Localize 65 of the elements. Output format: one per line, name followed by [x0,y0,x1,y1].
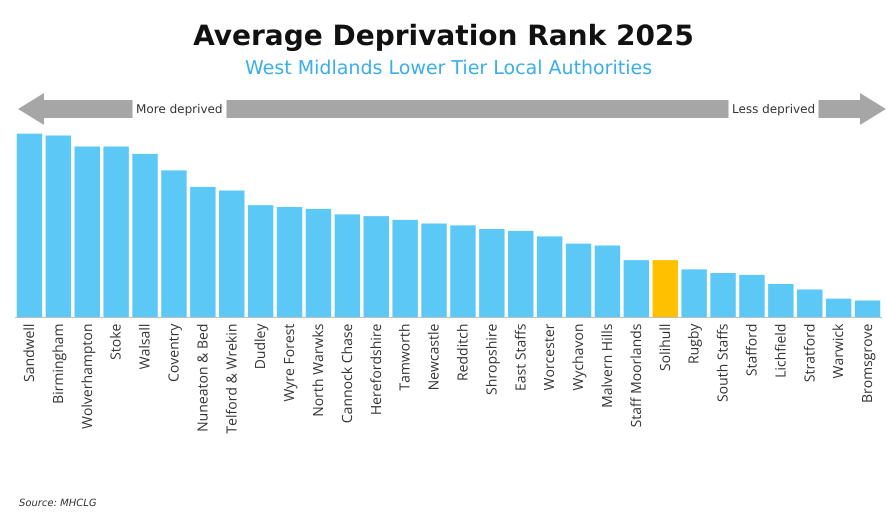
x-tick-label: Lichfield [771,324,790,378]
bar [46,136,72,317]
bar [132,154,158,317]
chart-subtitle: West Midlands Lower Tier Local Authorities [245,57,652,79]
x-tick-label: Herefordshire [366,323,386,416]
x-tick-label: Stoke [106,323,126,360]
bar [681,269,707,317]
source-note: Source: MHCLG [19,498,97,509]
x-tick-label: Stafford [742,324,762,376]
bar [508,230,534,317]
text: More deprived [136,102,223,116]
x-tick-label: South Staffs [714,323,733,402]
bar [161,170,187,317]
x-tick-label: Shropshire [482,323,502,395]
bar [276,207,302,317]
x-tick-label: Redditch [454,324,472,382]
bar [334,214,360,317]
x-tick-label: Cannock Chase [338,323,357,424]
x-tick-label: Staff Moorlands [626,323,646,428]
bar [248,205,274,317]
bar [16,134,42,317]
x-tick-label: Nuneaton & Bed [193,324,212,432]
x-tick-label: Dudley [251,322,270,370]
bar [652,260,678,317]
bar [797,290,822,317]
bar [364,216,389,317]
x-tick-label: Telford & Wrekin [222,324,242,434]
bar [450,225,476,317]
x-tick-label: Wolverhampton [78,324,97,429]
bar [219,190,244,317]
x-tick-label: Wychavon [569,324,588,391]
bar [306,208,332,317]
x-tick-label: Coventry [164,322,184,382]
x-tick-label: Wyre Forest [280,324,300,402]
bar [103,146,129,317]
x-tick-label: Rugby [684,322,704,364]
bar [74,146,100,317]
bar [710,273,736,317]
chart-title: Average Deprivation Rank 2025 [193,18,694,52]
x-tick-label: Malvern Hills [598,323,617,408]
bar [854,300,880,317]
x-tick-label: Solihull [656,324,675,372]
x-tick-label: Worcester [540,323,560,390]
x-tick-label: Tamworth [396,324,415,391]
x-tick-label: Warwick [829,322,848,378]
x-tick-label: North Warwks [309,323,328,417]
bar [739,274,765,317]
bar [624,260,650,317]
x-tick-label: Stratford [800,324,820,382]
bar [392,220,418,317]
bar [421,224,447,317]
bar [566,244,592,317]
x-tick-label: Newcastle [424,323,444,390]
bar [594,246,620,317]
x-tick-label: Birmingham [48,324,68,404]
bar [768,284,794,317]
text: Less deprived [732,102,816,116]
x-tick-label: East Staffs [511,323,530,392]
bar [536,236,562,317]
x-tick-label: Sandwell [20,324,39,382]
bar [190,186,216,317]
x-tick-label: Bromsgrove [858,323,878,404]
bar [479,229,505,317]
x-tick-label: Walsall [136,324,155,370]
bar [826,298,852,317]
